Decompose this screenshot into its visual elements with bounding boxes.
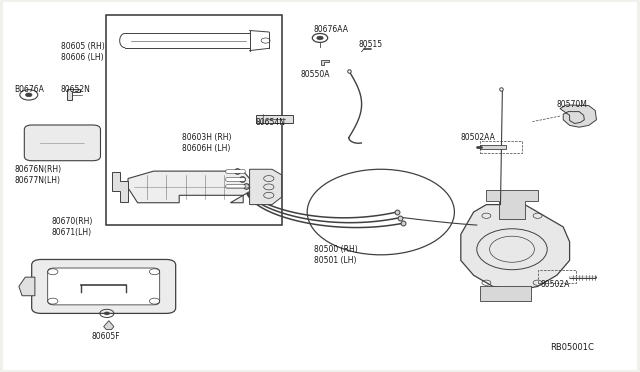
FancyBboxPatch shape (32, 260, 175, 313)
Text: RB05001C: RB05001C (550, 343, 595, 352)
Text: 80676AA: 80676AA (314, 25, 349, 34)
Polygon shape (67, 89, 80, 100)
Text: 80603H (RH): 80603H (RH) (182, 133, 232, 142)
Polygon shape (104, 321, 114, 330)
Text: 80605F: 80605F (92, 332, 120, 341)
FancyBboxPatch shape (24, 125, 100, 161)
Bar (538, 270, 576, 283)
Bar (480, 145, 506, 149)
Text: 80550A: 80550A (301, 70, 330, 79)
Polygon shape (321, 60, 329, 65)
Bar (106, 15, 282, 225)
Text: 80502AA: 80502AA (461, 133, 495, 142)
Text: 80670(RH): 80670(RH) (51, 217, 93, 226)
Circle shape (26, 93, 32, 97)
Polygon shape (112, 172, 128, 202)
Text: 80676N(RH): 80676N(RH) (14, 165, 61, 174)
Polygon shape (250, 169, 282, 205)
Circle shape (104, 312, 109, 315)
Circle shape (317, 36, 323, 40)
Text: 80515: 80515 (358, 40, 383, 49)
Polygon shape (480, 286, 531, 301)
Text: 80606H (LH): 80606H (LH) (182, 144, 231, 153)
Text: 80654N: 80654N (256, 118, 286, 127)
Text: 80605 (RH): 80605 (RH) (61, 42, 104, 51)
Bar (480, 141, 522, 153)
Text: 80652N: 80652N (61, 85, 91, 94)
Polygon shape (560, 105, 596, 127)
Text: B0676A: B0676A (14, 85, 44, 94)
Bar (256, 115, 293, 123)
Polygon shape (19, 277, 35, 296)
Text: 80671(LH): 80671(LH) (51, 228, 92, 237)
Text: 80500 (RH): 80500 (RH) (314, 245, 357, 254)
FancyBboxPatch shape (48, 268, 160, 305)
Text: 80606 (LH): 80606 (LH) (61, 53, 104, 62)
Text: 80677N(LH): 80677N(LH) (14, 176, 60, 185)
Polygon shape (486, 190, 538, 219)
Text: 80570M: 80570M (557, 100, 588, 109)
Text: 80501 (LH): 80501 (LH) (314, 256, 356, 265)
Polygon shape (461, 205, 570, 290)
Polygon shape (128, 171, 256, 203)
Text: 80502A: 80502A (541, 280, 570, 289)
